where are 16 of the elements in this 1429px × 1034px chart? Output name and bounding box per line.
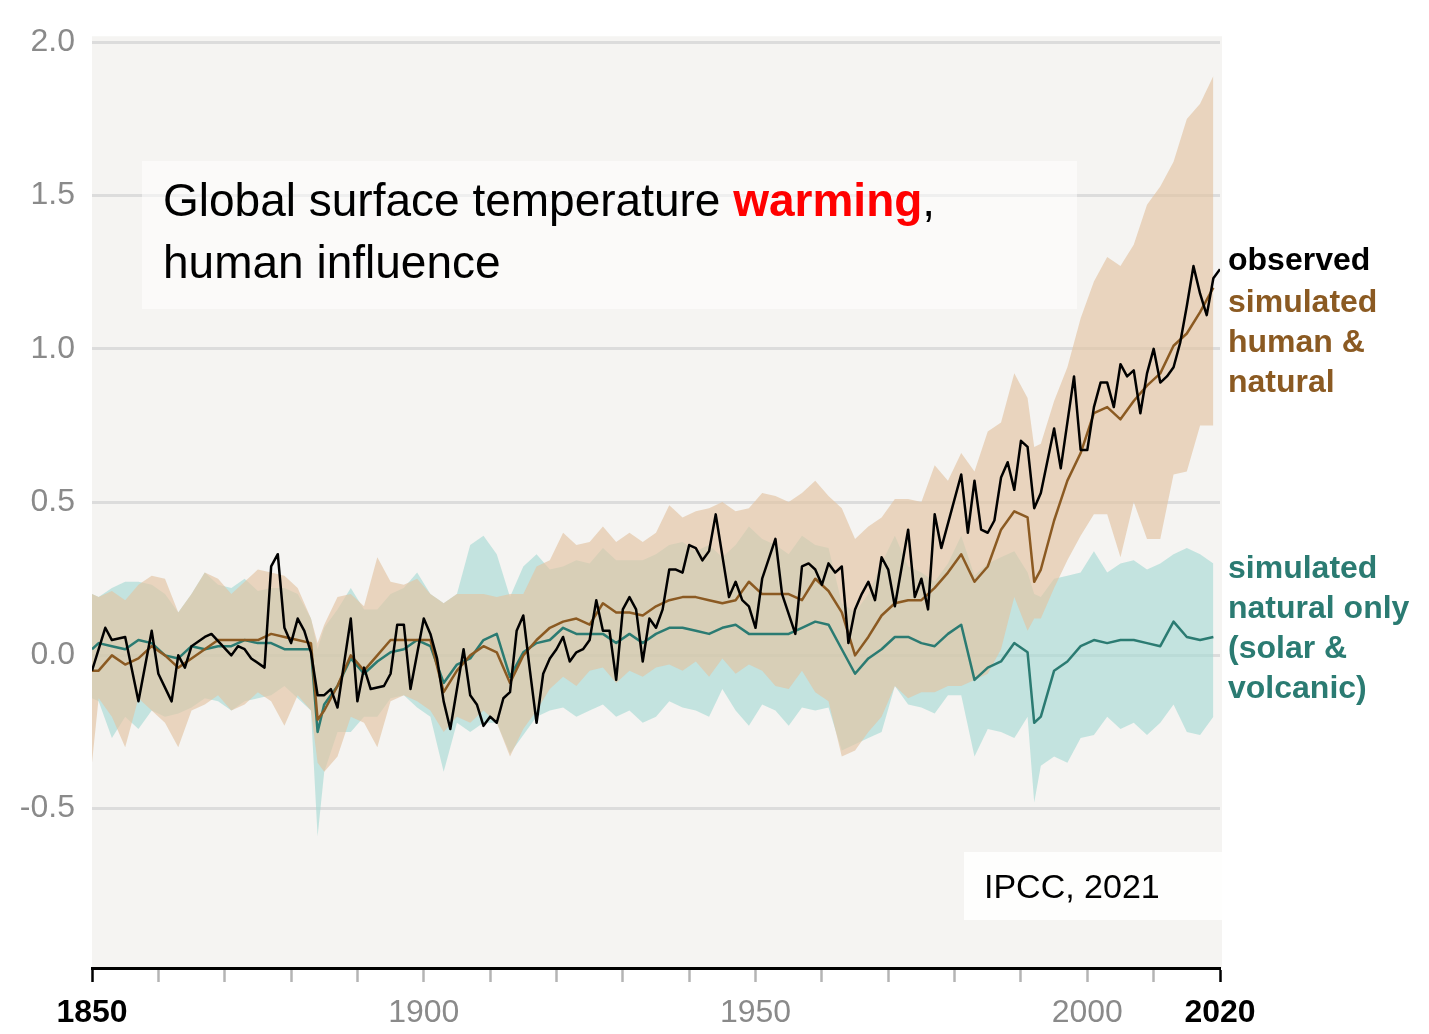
y-tick-label: 1.5 (30, 175, 75, 212)
chart-title: Global surface temperature warming, human influence (163, 174, 936, 289)
series-label: simulated natural only (solar & volcanic) (1228, 547, 1411, 707)
series-label: simulated human & natural (1228, 282, 1379, 402)
y-tick-label: 2.0 (30, 22, 75, 59)
annotation: IPCC, 2021 (984, 866, 1160, 907)
x-tick-label: 1950 (719, 993, 792, 1030)
series-label: observed (1228, 240, 1372, 280)
x-tick-label: 1850 (56, 993, 128, 1030)
y-tick-label: 1.0 (30, 328, 75, 365)
y-tick-label: -0.5 (19, 788, 75, 825)
x-tick-label: 2020 (1184, 993, 1256, 1030)
y-tick-label: 0.5 (30, 481, 75, 518)
x-tick-label: 1900 (388, 993, 460, 1030)
y-tick-label: 0.0 (30, 635, 75, 672)
x-tick-label: 2000 (1051, 993, 1123, 1030)
